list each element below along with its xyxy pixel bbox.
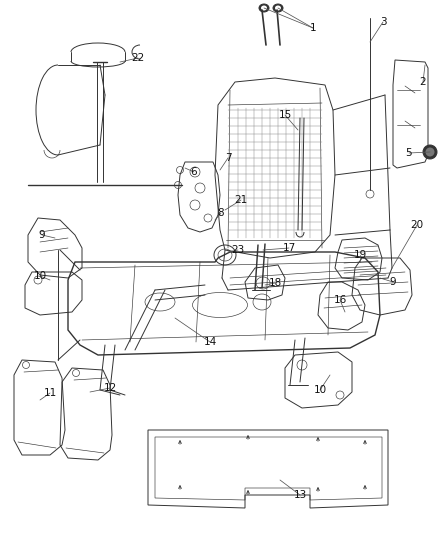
Text: 10: 10 [33, 271, 46, 281]
Text: 1: 1 [310, 23, 316, 33]
Text: 2: 2 [420, 77, 426, 87]
Text: 17: 17 [283, 243, 296, 253]
Text: 10: 10 [314, 385, 327, 395]
Text: 15: 15 [279, 110, 292, 120]
Text: 13: 13 [293, 490, 307, 500]
Text: 5: 5 [406, 148, 412, 158]
Text: 14: 14 [203, 337, 217, 347]
Text: 12: 12 [103, 383, 117, 393]
Text: 22: 22 [131, 53, 145, 63]
Text: 6: 6 [191, 167, 197, 177]
Ellipse shape [423, 145, 437, 159]
Ellipse shape [275, 5, 281, 11]
Text: 20: 20 [410, 220, 424, 230]
Ellipse shape [273, 4, 283, 12]
Ellipse shape [261, 5, 267, 11]
Ellipse shape [425, 148, 434, 157]
Text: 23: 23 [231, 245, 245, 255]
Text: 7: 7 [225, 153, 231, 163]
Text: 19: 19 [353, 250, 367, 260]
Text: 21: 21 [234, 195, 247, 205]
Ellipse shape [259, 4, 269, 12]
Text: 18: 18 [268, 278, 282, 288]
Text: 9: 9 [390, 277, 396, 287]
Text: 16: 16 [333, 295, 346, 305]
Text: 3: 3 [380, 17, 386, 27]
Text: 9: 9 [39, 230, 45, 240]
Text: 11: 11 [43, 388, 57, 398]
Text: 8: 8 [218, 208, 224, 218]
